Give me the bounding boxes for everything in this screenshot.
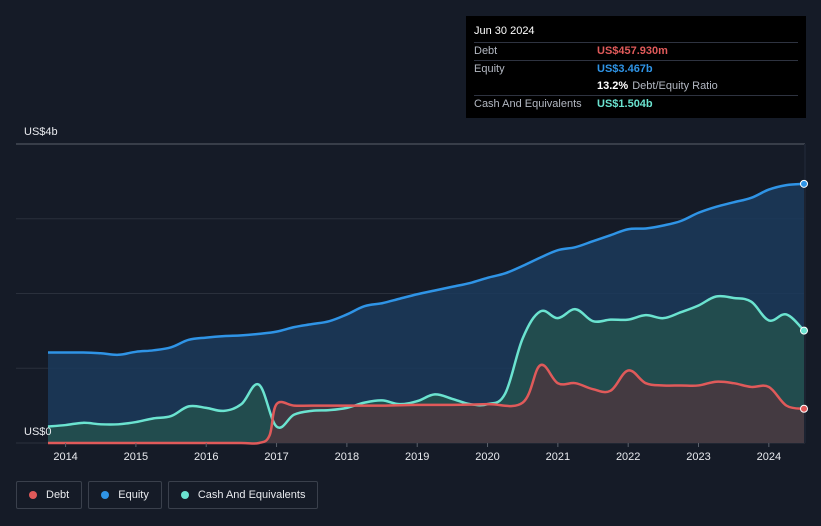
tooltip-row-equity: Equity US$3.467b — [474, 60, 798, 78]
cash-and-equivalents-endpoint — [800, 326, 808, 335]
tooltip-debt-label: Debt — [474, 45, 498, 57]
tooltip-row-debt: Debt US$457.930m — [474, 42, 798, 60]
tooltip-date: Jun 30 2024 — [474, 25, 535, 37]
debt-line — [48, 363, 805, 445]
x-tick-label: 2020 — [475, 451, 499, 463]
legend-item-equity[interactable]: Equity — [88, 481, 162, 509]
x-tick-label: 2022 — [616, 451, 640, 463]
tooltip-equity-value: US$3.467b — [597, 63, 653, 75]
legend-label-debt: Debt — [46, 489, 70, 501]
equity-line — [47, 182, 805, 357]
y-axis-bottom-label: US$0 — [24, 426, 52, 438]
tooltip-panel: Jun 30 2024 Debt US$457.930m Equity US$3… — [466, 16, 806, 118]
x-tick-label: 2015 — [124, 451, 148, 463]
debt-endpoint — [800, 404, 808, 413]
x-tick-label: 2021 — [546, 451, 570, 463]
tooltip-row-cash: Cash And Equivalents US$1.504b — [474, 95, 798, 113]
tooltip-ratio-label: Debt/Equity Ratio — [632, 80, 718, 92]
x-tick-label: 2016 — [194, 451, 218, 463]
legend-label-equity: Equity — [118, 489, 149, 501]
tooltip-ratio-value: 13.2% — [597, 80, 629, 92]
x-tick-label: 2019 — [405, 451, 429, 463]
series-endpoints — [800, 179, 808, 413]
tooltip-equity-label: Equity — [474, 63, 505, 75]
cash-and-equivalents-line — [47, 294, 805, 429]
legend-dot-equity — [101, 491, 110, 499]
tooltip-row-ratio: 13.2% Debt/Equity Ratio — [474, 78, 798, 95]
x-tick-label: 2024 — [757, 451, 781, 463]
tooltip-debt-value: US$457.930m — [597, 45, 668, 57]
forecast-band — [804, 144, 806, 443]
series-lines — [47, 182, 805, 445]
x-axis-ticks: 2014 2015 2016 2017 2018 2019 2020 2021 2022 2023… — [53, 443, 781, 463]
y-axis-top-label: US$4b — [24, 126, 58, 138]
x-tick-label: 2014 — [53, 451, 77, 463]
tooltip-cash-value: US$1.504b — [597, 98, 653, 110]
debt-area — [48, 364, 804, 444]
tooltip-cash-label: Cash And Equivalents — [474, 98, 582, 110]
legend-item-cash[interactable]: Cash And Equivalents — [167, 481, 319, 509]
legend-dot-debt — [29, 491, 37, 499]
chart-legend: Debt Equity Cash And Equivalents — [16, 481, 319, 509]
series-areas — [48, 183, 804, 444]
x-tick-label: 2017 — [264, 451, 288, 463]
legend-item-debt[interactable]: Debt — [16, 481, 83, 509]
forecast-region — [804, 144, 806, 443]
x-tick-label: 2018 — [335, 451, 359, 463]
legend-dot-cash — [180, 491, 189, 499]
legend-label-cash: Cash And Equivalents — [197, 489, 306, 501]
equity-endpoint — [800, 179, 808, 188]
x-tick-label: 2023 — [686, 451, 710, 463]
